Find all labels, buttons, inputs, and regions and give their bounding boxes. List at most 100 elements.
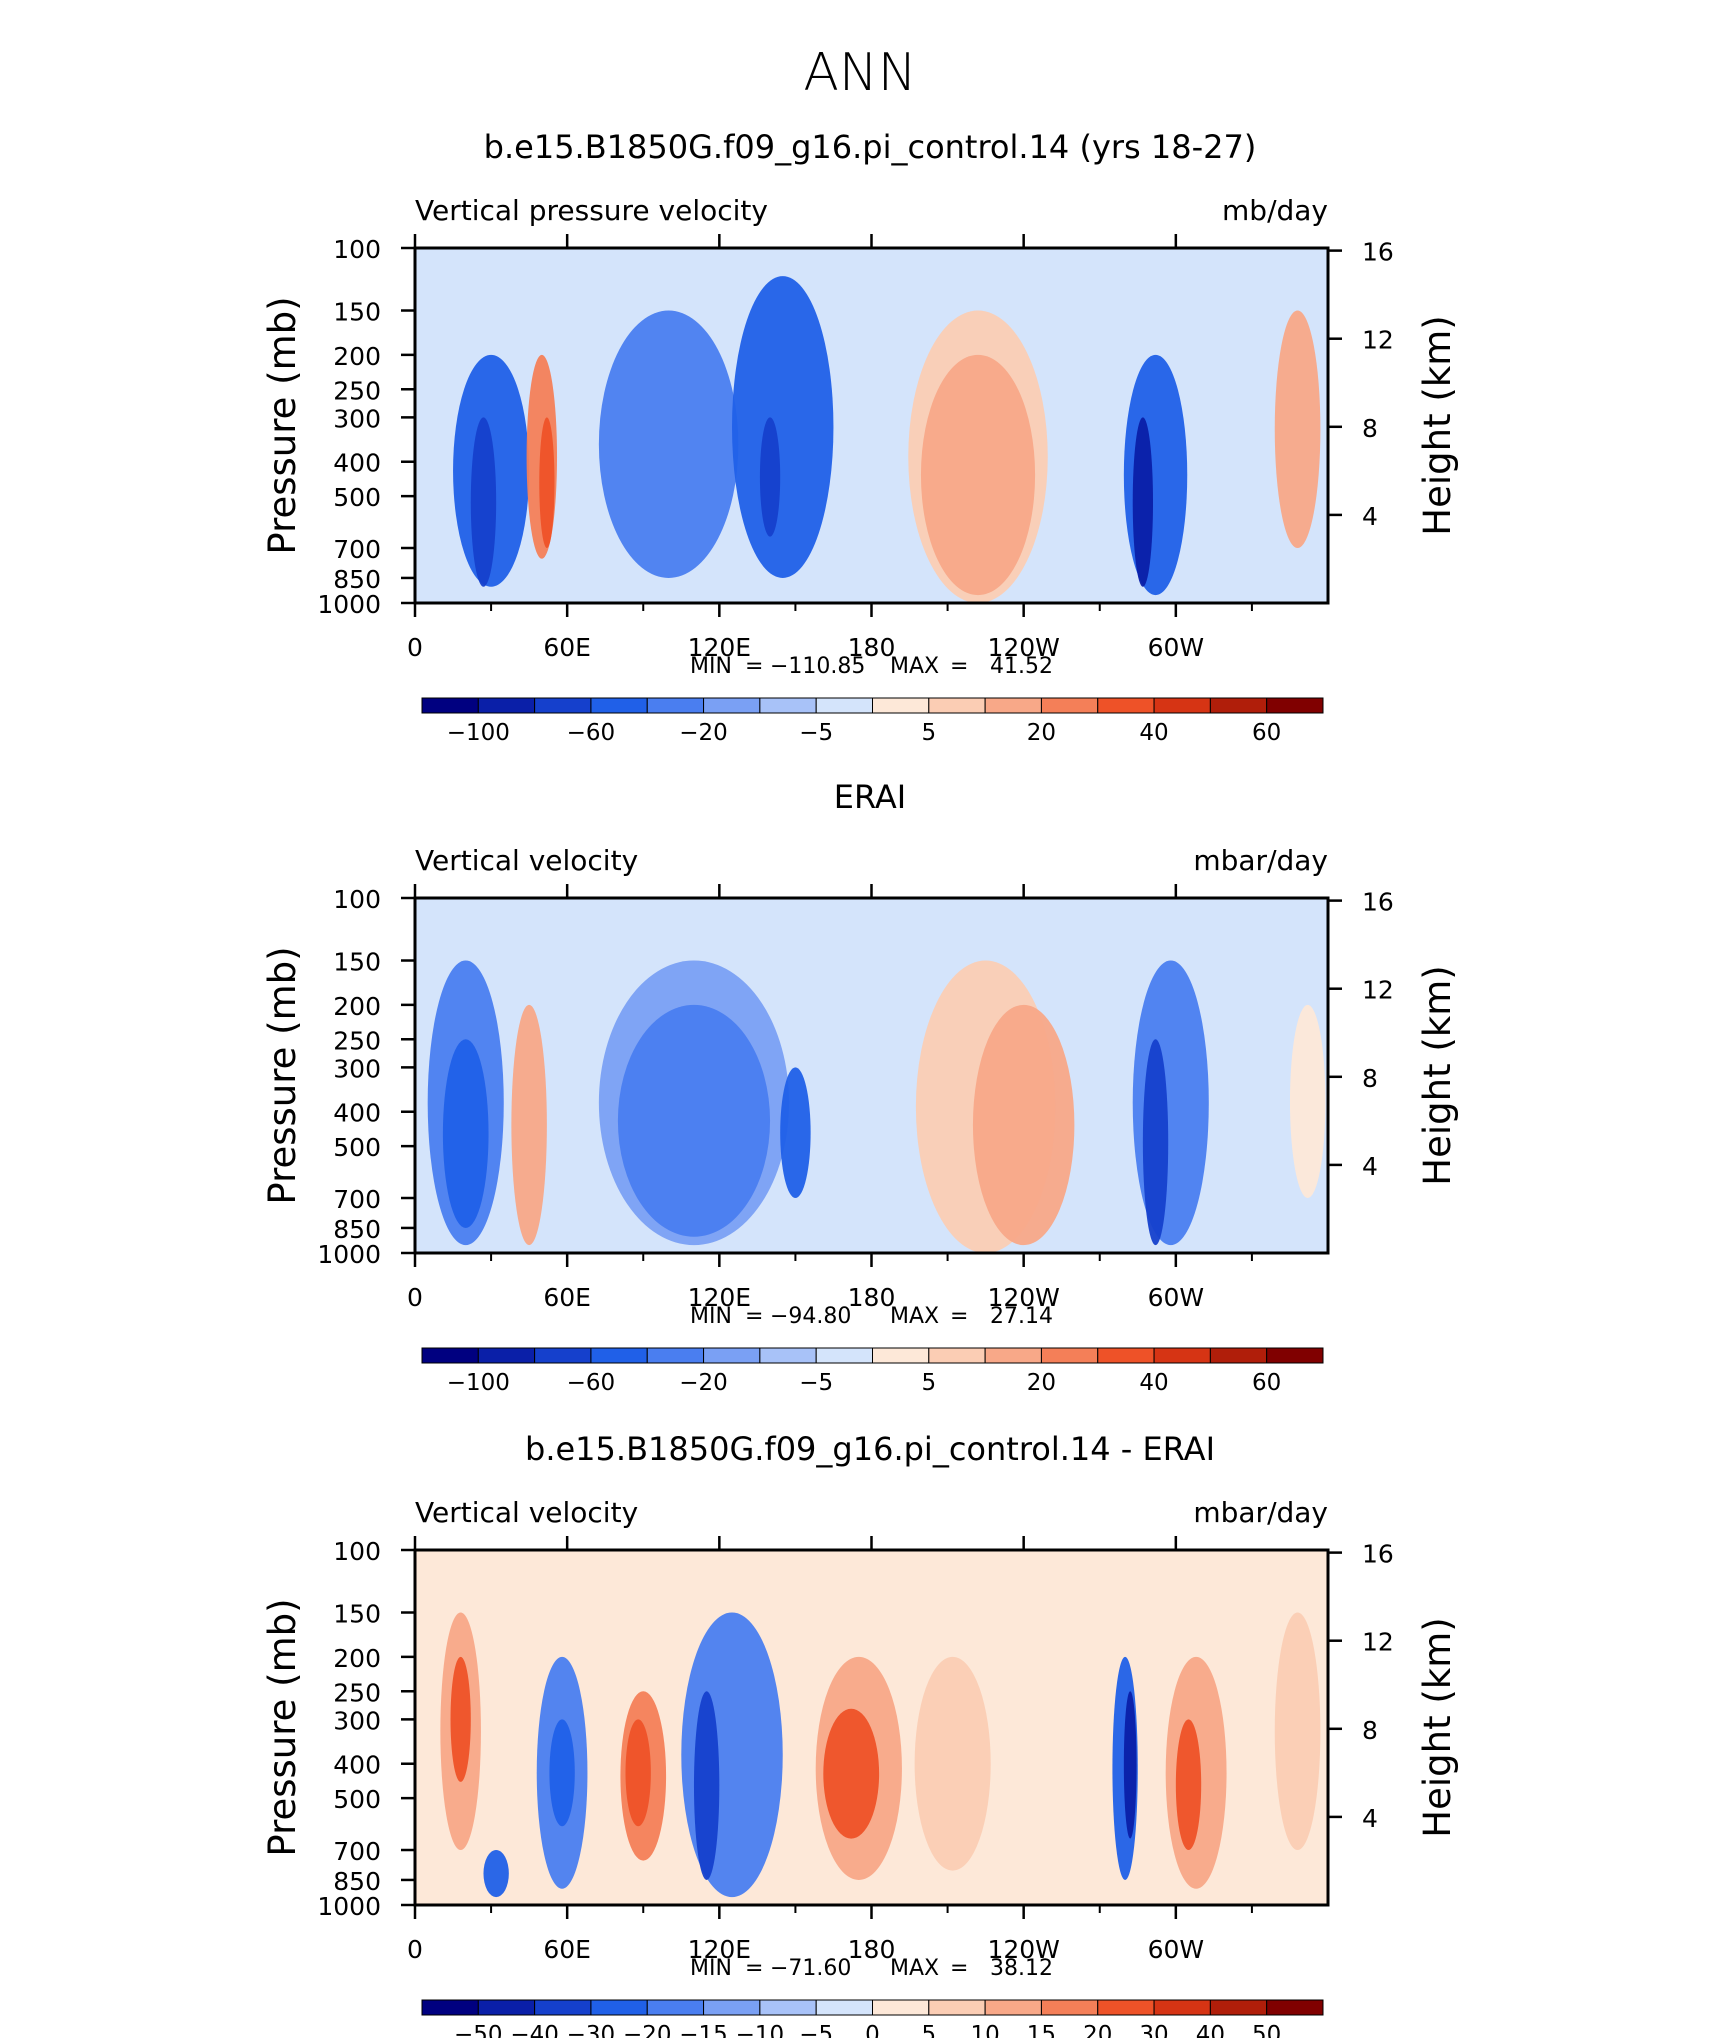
- x-tick-label: 120W: [987, 633, 1059, 662]
- y-axis-title: Pressure (mb): [261, 1598, 304, 1856]
- y2-axis-title: Height (km): [1416, 1617, 1459, 1837]
- y-tick-label: 200: [333, 342, 381, 371]
- shading-blob-3: [511, 1004, 547, 1246]
- colorbar-label: 15: [1027, 2022, 1056, 2038]
- shading-blob-2: [450, 1656, 471, 1782]
- colorbar-swatch: [421, 697, 479, 714]
- colorbar-label: −20: [679, 1370, 728, 1396]
- colorbar-label: −60: [567, 1370, 616, 1396]
- x-tick-label: 60E: [543, 1935, 591, 1964]
- colorbar-swatch: [928, 1347, 986, 1364]
- shading-blob-14: [1123, 1691, 1137, 1839]
- x-tick-label: 180: [848, 633, 896, 662]
- shading-blob-7: [625, 1719, 651, 1827]
- shading-blob-7: [759, 417, 781, 537]
- colorbar-swatch: [590, 1999, 648, 2016]
- shading-blob-8: [972, 1004, 1075, 1246]
- min-equals: =: [745, 654, 763, 679]
- colorbar-swatch: [646, 1999, 705, 2016]
- colorbar-label: 40: [1139, 1370, 1168, 1396]
- y2-tick-label: 16: [1362, 1540, 1394, 1569]
- x-tick-label: 0: [407, 1935, 423, 1964]
- y2-tick-label: 8: [1362, 1064, 1378, 1093]
- shading-blob-17: [1274, 1612, 1321, 1851]
- y-tick-label: 100: [333, 885, 381, 914]
- min-label: MIN: [690, 1304, 732, 1329]
- colorbar-label: 5: [921, 2022, 936, 2038]
- colorbar-swatch: [1266, 1347, 1324, 1364]
- colorbar-label: 60: [1252, 720, 1281, 746]
- y-tick-label: 850: [333, 565, 381, 594]
- min-value: −71.60: [770, 1956, 851, 1981]
- colorbar-label: −30: [567, 2022, 616, 2038]
- shading-blob-16: [1175, 1719, 1202, 1851]
- y-tick-label: 1000: [317, 1892, 381, 1921]
- colorbar-label: 20: [1027, 1370, 1056, 1396]
- colorbar-label: 0: [865, 2022, 880, 2038]
- colorbar-swatch: [984, 697, 1042, 714]
- x-tick-label: 0: [407, 633, 423, 662]
- shading-blob-12: [1274, 310, 1321, 549]
- max-label: MAX: [890, 654, 939, 679]
- shading-blob-9: [693, 1691, 720, 1880]
- colorbar-swatch: [984, 1347, 1042, 1364]
- colorbar-label: −5: [799, 720, 833, 746]
- y-tick-label: 500: [333, 1785, 381, 1814]
- min-label: MIN: [690, 1956, 732, 1981]
- colorbar-label: 10: [970, 2022, 999, 2038]
- colorbar-swatch: [1097, 1347, 1155, 1364]
- min-equals: =: [745, 1304, 763, 1329]
- min-equals: =: [745, 1956, 763, 1981]
- colorbar-label: −20: [623, 2022, 672, 2038]
- colorbar-swatch: [590, 697, 648, 714]
- x-tick-label: 180: [848, 1935, 896, 1964]
- colorbar-swatch: [1040, 697, 1099, 714]
- y-tick-label: 700: [333, 1837, 381, 1866]
- max-value: 41.52: [990, 654, 1053, 679]
- shading-blob-3: [483, 1850, 509, 1898]
- min-value: −94.80: [770, 1304, 851, 1329]
- colorbar-swatch: [759, 1347, 817, 1364]
- shading-blob-2: [442, 1039, 489, 1228]
- colorbar-swatch: [703, 1347, 761, 1364]
- y-tick-label: 100: [333, 1537, 381, 1566]
- y-tick-label: 250: [333, 1678, 381, 1707]
- shading-blob-6: [780, 1067, 811, 1199]
- colorbar-swatch: [703, 1999, 761, 2016]
- panel-title: b.e15.B1850G.f09_g16.pi_control.14 - ERA…: [525, 1430, 1215, 1468]
- colorbar-swatch: [1153, 1347, 1211, 1364]
- y-tick-label: 400: [333, 1751, 381, 1780]
- y-tick-label: 850: [333, 1215, 381, 1244]
- colorbar-swatch: [534, 1999, 592, 2016]
- colorbar-label: 20: [1083, 2022, 1112, 2038]
- colorbar-label: −20: [679, 720, 728, 746]
- colorbar-swatch: [590, 1347, 648, 1364]
- y-tick-label: 300: [333, 404, 381, 433]
- x-tick-label: 60E: [543, 633, 591, 662]
- y2-tick-label: 8: [1362, 1716, 1378, 1745]
- shading-blob-9: [920, 354, 1036, 596]
- colorbar-swatch: [646, 1347, 705, 1364]
- colorbar-swatch: [421, 1347, 479, 1364]
- colorbar-swatch: [1209, 1347, 1268, 1364]
- x-tick-label: 60W: [1148, 633, 1205, 662]
- panel-title: ERAI: [834, 778, 906, 816]
- colorbar-swatch: [1266, 1999, 1324, 2016]
- colorbar-swatch: [928, 697, 986, 714]
- max-equals: =: [950, 1304, 968, 1329]
- y2-tick-label: 4: [1362, 1804, 1378, 1833]
- colorbar-swatch: [1040, 1999, 1099, 2016]
- shading-field: [415, 248, 1328, 603]
- shading-blob-10: [1142, 1039, 1169, 1246]
- x-tick-label: 120E: [688, 1283, 752, 1312]
- colorbar-swatch: [1097, 697, 1155, 714]
- variable-label: Vertical pressure velocity: [415, 194, 768, 227]
- colorbar-label: −5: [799, 1370, 833, 1396]
- colorbar-label: −100: [447, 1370, 510, 1396]
- season-title: ANN: [803, 43, 916, 103]
- colorbar-swatch: [1266, 697, 1324, 714]
- y-tick-label: 400: [333, 1099, 381, 1128]
- x-tick-label: 60W: [1148, 1283, 1205, 1312]
